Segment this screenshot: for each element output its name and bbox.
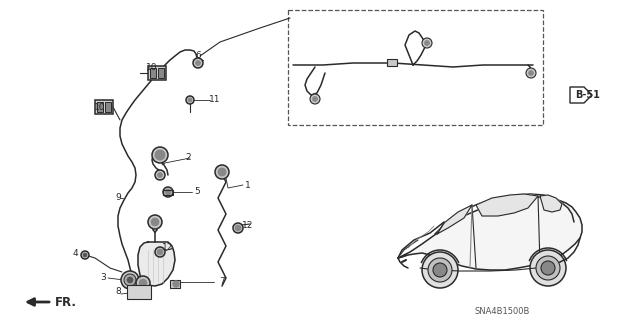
Circle shape: [151, 218, 159, 226]
Circle shape: [81, 251, 89, 259]
Circle shape: [136, 276, 150, 290]
Circle shape: [188, 98, 192, 102]
Polygon shape: [540, 195, 562, 212]
Bar: [288, 10, 543, 125]
Circle shape: [195, 61, 200, 65]
Circle shape: [541, 261, 555, 275]
Circle shape: [173, 281, 179, 287]
Circle shape: [148, 215, 162, 229]
Text: 10: 10: [147, 63, 157, 72]
Bar: [387, 59, 397, 66]
Text: B-51: B-51: [575, 90, 600, 100]
Polygon shape: [476, 194, 538, 216]
Circle shape: [312, 97, 317, 101]
Circle shape: [536, 256, 560, 280]
Bar: [163, 189, 173, 195]
Polygon shape: [570, 87, 592, 103]
Circle shape: [163, 187, 173, 197]
Circle shape: [529, 70, 534, 76]
Bar: [105, 102, 111, 112]
Circle shape: [157, 173, 163, 177]
Bar: [150, 68, 156, 78]
Bar: [97, 102, 103, 112]
Circle shape: [124, 274, 136, 286]
Text: FR.: FR.: [55, 295, 77, 308]
Circle shape: [127, 277, 133, 283]
Circle shape: [422, 252, 458, 288]
Text: 12: 12: [243, 220, 253, 229]
Bar: [148, 66, 166, 80]
Circle shape: [218, 168, 226, 176]
Circle shape: [155, 150, 165, 160]
Polygon shape: [398, 197, 582, 270]
Circle shape: [428, 258, 452, 282]
Bar: [95, 100, 113, 114]
Text: 12: 12: [163, 243, 173, 253]
Text: 4: 4: [72, 249, 78, 258]
Polygon shape: [138, 242, 175, 286]
Circle shape: [433, 263, 447, 277]
Bar: [170, 280, 180, 288]
Text: 6: 6: [195, 51, 201, 61]
Circle shape: [526, 68, 536, 78]
Text: 8: 8: [115, 287, 121, 296]
Circle shape: [152, 147, 168, 163]
Circle shape: [422, 38, 432, 48]
Text: 7: 7: [219, 278, 225, 286]
Circle shape: [235, 225, 241, 231]
Text: 9: 9: [115, 194, 121, 203]
Text: 2: 2: [185, 153, 191, 162]
Bar: [158, 68, 164, 78]
Text: 11: 11: [209, 95, 221, 105]
Circle shape: [121, 271, 139, 289]
Circle shape: [424, 41, 429, 46]
Circle shape: [157, 249, 163, 255]
Circle shape: [193, 58, 203, 68]
Circle shape: [139, 279, 147, 287]
Circle shape: [233, 223, 243, 233]
Circle shape: [155, 170, 165, 180]
Polygon shape: [437, 205, 472, 234]
Text: 5: 5: [194, 188, 200, 197]
Text: 3: 3: [100, 273, 106, 283]
Circle shape: [530, 250, 566, 286]
Text: 1: 1: [245, 181, 251, 189]
Circle shape: [165, 189, 171, 195]
Circle shape: [83, 253, 87, 257]
Circle shape: [310, 94, 320, 104]
Bar: [127, 285, 151, 299]
Circle shape: [215, 165, 229, 179]
Circle shape: [186, 96, 194, 104]
Text: SNA4B1500B: SNA4B1500B: [474, 308, 530, 316]
Circle shape: [155, 247, 165, 257]
Text: 10: 10: [94, 103, 106, 113]
